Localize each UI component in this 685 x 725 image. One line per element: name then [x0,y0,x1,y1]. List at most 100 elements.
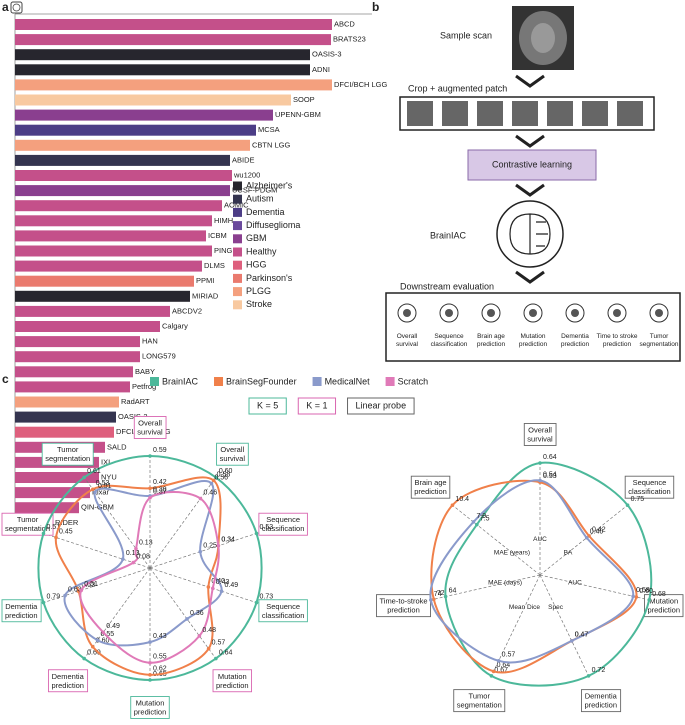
legend-swatch [233,181,242,191]
axis-label: Brain age prediction [414,478,447,496]
task-icon [655,309,663,317]
point [211,478,216,483]
legend-label: PLGG [246,286,271,296]
bar-label: DFCI/BCH LGG [334,80,388,89]
task-label: Brain age prediction [477,333,506,348]
axis-label: Overall survival [527,425,553,443]
panel-label: c [2,372,9,386]
legend-swatch [233,300,242,310]
bar-label: Petfrog [132,382,156,391]
spoke [539,504,628,576]
bar [15,275,194,287]
label: Crop + augmented patch [408,83,507,93]
axis-label-box [258,512,308,536]
patch [617,101,643,126]
axis-label-box [258,599,308,623]
point [41,600,46,605]
point [93,490,97,495]
axis-label: Mutation prediction [647,597,680,615]
value-label: 0.13 [139,540,153,547]
mode-label: K = 1 [306,400,327,410]
legend-label: Healthy [246,246,277,256]
bar [15,502,79,514]
point [569,639,574,643]
metric-label: AUC [533,536,547,543]
patch [582,101,608,126]
bar-label: NYU [101,472,117,481]
point [431,597,436,602]
bar [15,366,133,378]
legend-label: GBM [246,233,267,243]
value-label: 0.51 [98,483,112,490]
spoke [452,504,541,576]
legend-label: BrainIAC [162,376,199,386]
point [131,560,136,565]
axis-label: Time-to-stroke prediction [379,597,427,615]
point [82,656,86,661]
value-label: 0.61 [87,468,101,475]
value-label: 0.55 [153,654,167,661]
tasks: Overall survival Sequence classification Bra… [396,303,679,348]
axis-label: Mutation prediction [134,698,167,716]
point [41,531,46,536]
bar [15,64,310,76]
point [79,588,84,593]
legend-label: Diffuseglioma [246,220,300,230]
contrastive-box [467,149,597,181]
point [586,674,591,678]
bar-label: ADNI [312,65,330,74]
patch [407,101,433,126]
point [101,630,106,635]
point [584,535,589,540]
legend-swatch [233,207,242,217]
bar-label: DLMS [204,261,225,270]
metric-label: MAE (days) [488,580,522,587]
task-icon [445,309,453,317]
bar [15,139,250,151]
label: Sample scan [440,30,492,40]
legend-swatch [233,287,242,297]
value-label: 7.5 [480,515,490,522]
legend-swatch [214,377,224,386]
bar-label: ICBM [208,231,227,240]
legend-label: Parkinson's [246,273,293,283]
value-label: 0.59 [153,447,167,454]
bar-label: QIN-GBM [81,503,114,512]
bar-label: UPENN-GBM [275,110,321,119]
value-label: 74 [434,591,442,598]
patch [442,101,468,126]
value-label: 0.43 [153,633,167,640]
legend-swatch [233,234,242,244]
axis-label: Dementia prediction [584,692,617,710]
spoke [539,574,650,601]
value-label: 0.45 [59,528,73,535]
spoke [83,477,151,569]
bar-label: SOOP [293,95,315,104]
value-label: 0.68 [652,591,666,598]
bar-label: HIMH [214,216,233,225]
task-icon [571,309,579,317]
value-label: 0.54 [543,471,557,478]
bar-label: RIDER [55,518,79,527]
bar-label: wu1200 [233,170,260,179]
legend-swatch [233,273,242,283]
value-label: 0.60 [96,638,110,645]
metric-label: BA [564,549,573,556]
bar [15,321,160,332]
point [206,646,211,651]
bar [15,245,212,257]
legend-swatch [233,247,242,257]
bar [15,336,140,348]
value-label: 0.58 [217,471,231,478]
axis-label: Tumor segmentation [45,445,90,463]
value-label: 0.42 [153,479,167,486]
spoke [43,567,151,603]
point [450,503,455,507]
value-label: 0.51 [84,581,98,588]
point [219,589,224,594]
value-label: 0.62 [153,666,167,673]
value-label: 0.40 [590,529,604,536]
spoke [430,574,541,601]
value-label: 0.48 [202,627,216,634]
value-label: 0.47 [575,632,589,639]
